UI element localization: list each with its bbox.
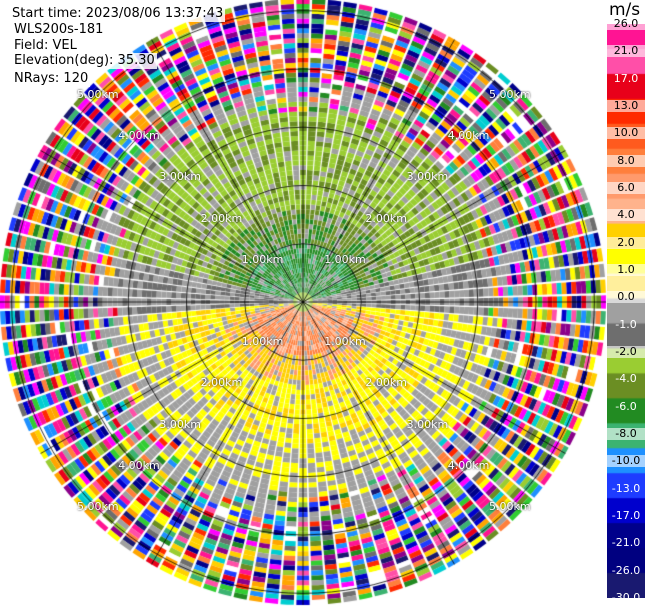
colorbar-tick: 17.0 bbox=[613, 71, 639, 85]
ring-label: 5.00km bbox=[76, 87, 119, 101]
colorbar-unit: m/s bbox=[609, 0, 641, 20]
ring-label: 3.00km bbox=[406, 417, 449, 431]
nrays-label: NRays: 120 bbox=[12, 71, 91, 87]
ring-label: 3.00km bbox=[159, 170, 201, 184]
field-label: Field: VEL bbox=[12, 38, 79, 54]
ring-label: 5.00km bbox=[489, 87, 531, 101]
colorbar-tick: -30.0 bbox=[611, 591, 641, 604]
colorbar-tick: -1.0 bbox=[615, 317, 637, 331]
colorbar-tick: 1.0 bbox=[607, 264, 645, 276]
ring-label: 2.00km bbox=[200, 376, 243, 390]
ring-label: 1.00km bbox=[324, 252, 366, 266]
ring-label: 3.00km bbox=[406, 170, 449, 184]
colorbar-tick: 26.0 bbox=[607, 18, 645, 30]
colorbar-tick: 6.0 bbox=[607, 182, 645, 194]
colorbar-tick: 10.0 bbox=[607, 127, 645, 140]
ring-label: 3.00km bbox=[159, 417, 201, 431]
colorbar-tick: 13.0 bbox=[607, 100, 645, 112]
colorbar bbox=[607, 24, 645, 598]
colorbar-tick: 8.0 bbox=[607, 154, 645, 167]
ring-label: 1.00km bbox=[241, 335, 284, 349]
ppi-plot bbox=[0, 0, 607, 607]
colorbar-tick: -4.0 bbox=[615, 372, 637, 386]
colorbar-tick: 21.0 bbox=[607, 45, 645, 58]
colorbar-tick: -26.0 bbox=[611, 563, 641, 577]
colorbar-tick: -17.0 bbox=[611, 509, 641, 522]
ring-label: 5.00km bbox=[76, 500, 119, 513]
ring-label: 1.00km bbox=[241, 252, 284, 266]
colorbar-tick: -21.0 bbox=[611, 536, 641, 550]
colorbar-tick: 0.0 bbox=[607, 291, 645, 304]
ring-label: 4.00km bbox=[447, 129, 490, 143]
colorbar-tick: 4.0 bbox=[607, 209, 645, 222]
start-time-label: Start time: 2023/08/06 13:37:43 bbox=[10, 6, 226, 22]
ring-label: 2.00km bbox=[365, 376, 407, 390]
ring-label: 2.00km bbox=[365, 211, 407, 225]
colorbar-tick: -10.0 bbox=[607, 455, 645, 468]
ring-label: 4.00km bbox=[447, 458, 490, 472]
ring-label: 4.00km bbox=[118, 129, 160, 143]
ring-label: 4.00km bbox=[118, 458, 160, 472]
colorbar-tick: -6.0 bbox=[615, 399, 637, 413]
site-label: WLS200s-181 bbox=[12, 22, 106, 38]
ring-label: 2.00km bbox=[200, 211, 243, 225]
colorbar-tick: -2.0 bbox=[607, 346, 645, 358]
colorbar-tick: 2.0 bbox=[607, 236, 645, 249]
colorbar-tick: -8.0 bbox=[607, 428, 645, 440]
colorbar-tick: -13.0 bbox=[611, 481, 641, 495]
ring-label: 1.00km bbox=[324, 335, 366, 349]
elevation-label: Elevation(deg): 35.30 bbox=[12, 53, 157, 69]
ring-label: 5.00km bbox=[489, 500, 531, 513]
